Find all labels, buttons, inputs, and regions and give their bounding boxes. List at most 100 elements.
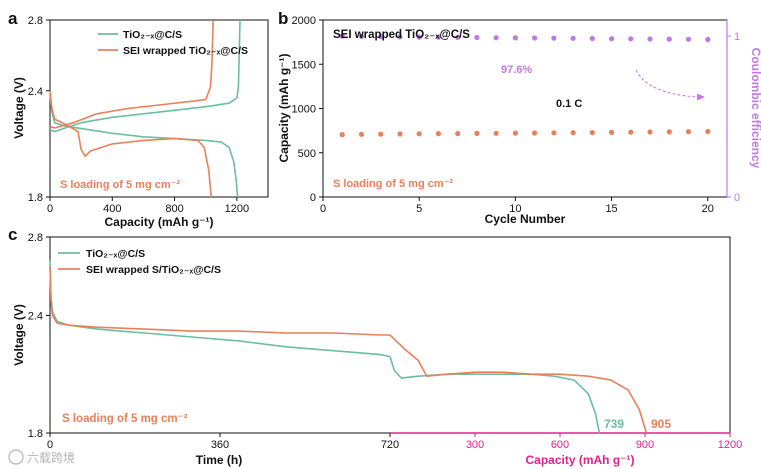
panel-a-loading-note: S loading of 5 mg cm⁻² <box>60 179 180 191</box>
panel-c-capacity-tick-label: 1200 <box>718 439 742 451</box>
panel-b-ticks: 0 5 10 15 20 0 500 1000 1500 2000 0 1 <box>292 15 741 215</box>
panel-b-y2-label: Coulombic efficiency <box>749 48 761 169</box>
capacity-point <box>647 129 653 135</box>
panel-c-y-tick-label: 2.4 <box>28 310 43 322</box>
capacity-point <box>339 132 345 138</box>
panel-b-y-tick-label: 1500 <box>292 59 316 71</box>
panel-a-legend-green-label: TiO₂₋ₓ@C/S <box>123 29 182 41</box>
efficiency-point <box>647 36 653 42</box>
efficiency-point <box>397 34 403 40</box>
efficiency-point <box>512 35 519 41</box>
capacity-point <box>589 130 595 136</box>
panel-a-letter: a <box>8 9 18 28</box>
capacity-point <box>474 130 480 136</box>
capacity-point <box>628 129 634 135</box>
capacity-point <box>609 129 615 135</box>
panel-b-y-tick-label: 1000 <box>292 104 316 116</box>
capacity-point <box>570 130 576 136</box>
panel-c-end-label-orange: 905 <box>651 417 671 431</box>
capacity-point <box>532 130 538 136</box>
panel-c-lines <box>49 260 648 434</box>
capacity-point <box>397 131 403 137</box>
efficiency-point <box>570 35 576 41</box>
efficiency-point <box>685 36 692 42</box>
panel-b: b 0 5 10 15 20 0 500 1000 1500 2000 0 1 SEI wrapped… <box>277 9 761 226</box>
capacity-point <box>455 130 461 137</box>
capacity-point <box>512 130 519 136</box>
capacity-point <box>493 130 499 136</box>
panel-a-y-tick-label: 1.8 <box>28 192 43 204</box>
panel-a-x-label: Capacity (mAh g⁻¹) <box>104 215 213 229</box>
panel-c-legend-orange-label: SEI wrapped S/TiO₂₋ₓ@C/S <box>86 264 221 276</box>
capacity-point <box>378 131 384 137</box>
panel-c-capacity-tick-label: 300 <box>466 439 484 451</box>
panel-b-y-tick-label: 0 <box>310 192 316 204</box>
efficiency-point <box>493 35 499 41</box>
efficiency-point <box>589 35 595 42</box>
panel-c-x-label-capacity: Capacity (mAh g⁻¹) <box>525 453 634 467</box>
panel-c-time-tick-label: 720 <box>381 439 399 451</box>
panel-b-y2-tick-label: 1 <box>734 31 740 43</box>
panel-c-y-label: Voltage (V) <box>12 304 26 366</box>
efficiency-point <box>628 36 634 42</box>
panel-a-y-tick-label: 2.8 <box>28 15 43 27</box>
panel-a-curve-green-discharge <box>49 94 239 198</box>
panel-c-time-tick-label: 0 <box>47 439 53 451</box>
efficiency-point <box>339 33 345 39</box>
efficiency-point <box>435 34 441 40</box>
panel-c-legend-green-label: TiO₂₋ₓ@C/S <box>86 248 145 260</box>
panel-a: a 0 400 800 1200 1.8 2.4 2.8 Capacity (mAh g⁻¹… <box>8 9 269 229</box>
panel-b-x-label: Cycle Number <box>485 212 566 226</box>
panel-b-points <box>339 33 711 138</box>
panel-b-pointer-arrowhead <box>697 93 705 101</box>
panel-a-x-tick-label: 800 <box>165 203 183 215</box>
panel-b-loading-note: S loading of 5 mg cm⁻² <box>333 178 453 190</box>
capacity-point <box>685 129 692 135</box>
panel-b-y2-tick-label: 0 <box>734 192 740 204</box>
efficiency-point <box>666 36 672 42</box>
watermark-text: 六载跨境 <box>27 450 75 465</box>
efficiency-point <box>609 36 615 42</box>
panel-c-letter: c <box>8 225 17 244</box>
panel-c-loading-note: S loading of 5 mg cm⁻² <box>62 413 188 425</box>
panel-b-pointer-arrow <box>635 69 699 98</box>
panel-b-x-tick-label: 20 <box>702 203 714 215</box>
panel-b-letter: b <box>278 9 288 28</box>
capacity-point <box>435 131 441 137</box>
panel-c: c 0 360 720 300 600 900 1200 1.8 2.4 2.8 TiO₂₋ₓ@C… <box>8 225 742 467</box>
panel-c-curve-orange-time <box>49 266 390 336</box>
panel-c-capacity-tick-label: 600 <box>551 439 569 451</box>
panel-b-y-label: Capacity (mAh g⁻¹) <box>277 53 291 162</box>
panel-a-curve-orange-discharge <box>49 90 212 198</box>
panel-a-x-tick-label: 0 <box>47 203 53 215</box>
efficiency-point <box>551 35 557 41</box>
panel-a-ticks: 0 400 800 1200 1.8 2.4 2.8 <box>28 15 249 215</box>
panel-c-x-label-time: Time (h) <box>196 453 242 467</box>
panel-a-legend-orange-label: SEI wrapped TiO₂₋ₓ@C/S <box>123 45 248 57</box>
panel-b-x-tick-label: 10 <box>509 203 521 215</box>
panel-a-curve-green-charge <box>49 19 241 133</box>
efficiency-point <box>455 34 461 41</box>
capacity-point <box>358 131 365 137</box>
panel-c-capacity-tick-label: 900 <box>636 439 654 451</box>
efficiency-point <box>705 36 711 43</box>
panel-b-title: SEI wrapped TiO₂₋ₓ@C/S <box>333 29 470 41</box>
panel-a-curve-orange-charge <box>49 19 214 129</box>
efficiency-point <box>358 33 365 40</box>
efficiency-point <box>532 35 538 41</box>
panel-c-curve-orange-capacity <box>389 334 648 434</box>
panel-a-x-tick-label: 1200 <box>225 203 249 215</box>
panel-b-y-tick-label: 500 <box>298 148 316 160</box>
capacity-point <box>705 128 711 135</box>
panel-a-x-tick-label: 400 <box>103 203 121 215</box>
capacity-point <box>666 129 672 135</box>
panel-a-y-label: Voltage (V) <box>12 77 26 139</box>
efficiency-point <box>474 34 480 41</box>
capacity-point <box>416 131 422 137</box>
panel-b-y-tick-label: 2000 <box>292 15 316 27</box>
panel-c-end-label-green: 739 <box>604 417 624 431</box>
panel-c-time-tick-label: 360 <box>211 439 229 451</box>
panel-b-rate-note: 0.1 C <box>556 98 582 110</box>
